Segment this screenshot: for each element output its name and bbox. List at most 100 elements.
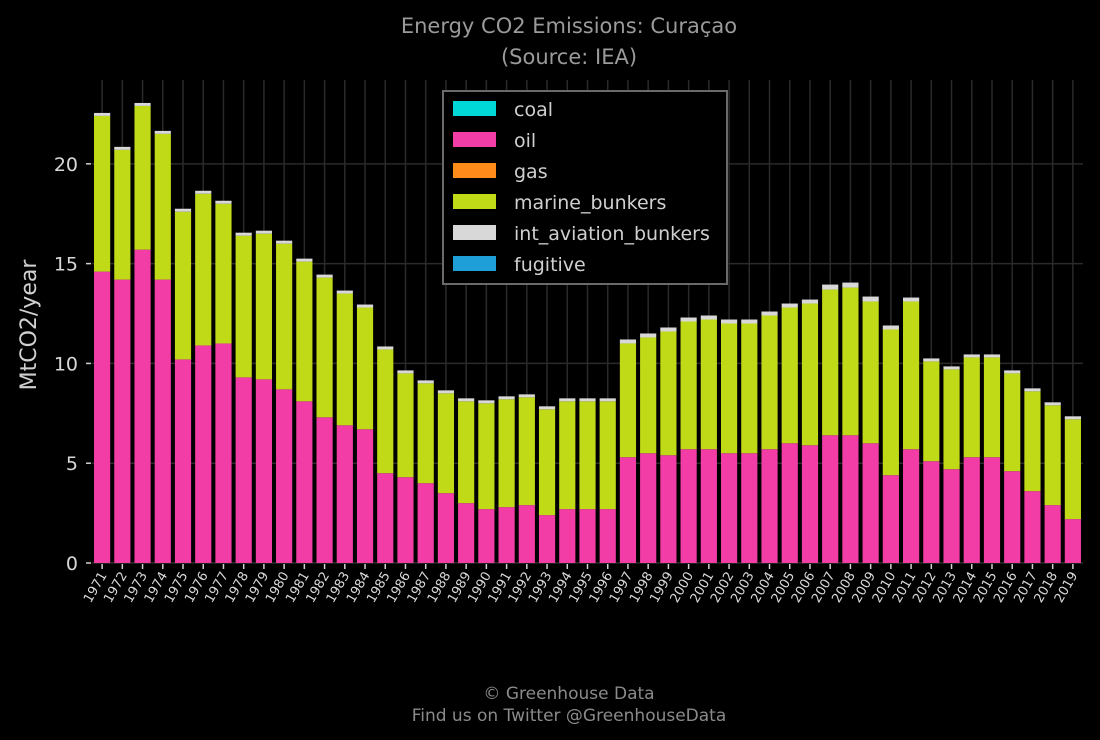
bar-oil-1974	[154, 279, 171, 563]
bar-int_aviation_bunkers-2009	[862, 296, 879, 302]
bar-marine_bunkers-2011	[903, 301, 920, 450]
bar-marine_bunkers-1977	[215, 203, 232, 344]
chart-subtitle: (Source: IEA)	[501, 45, 637, 69]
bar-marine_bunkers-1981	[296, 261, 313, 402]
bar-int_aviation_bunkers-2008	[842, 282, 859, 288]
bar-int_aviation_bunkers-2003	[741, 319, 758, 324]
bar-marine_bunkers-1982	[316, 277, 333, 418]
bar-oil-2005	[781, 443, 798, 563]
legend-label-gas: gas	[514, 161, 548, 183]
bar-int_aviation_bunkers-2002	[720, 319, 738, 324]
bar-int_aviation_bunkers-2012	[923, 358, 940, 362]
bar-marine_bunkers-2017	[1024, 391, 1041, 492]
bar-oil-1987	[417, 483, 434, 563]
bar-oil-1989	[458, 503, 475, 563]
bar-marine_bunkers-2003	[741, 323, 758, 454]
bar-oil-2010	[882, 475, 899, 563]
legend-label-int_aviation_bunkers: int_aviation_bunkers	[514, 223, 710, 245]
y-axis-label: MtCO2/year	[17, 259, 42, 391]
bar-int_aviation_bunkers-2016	[1004, 370, 1021, 374]
bar-marine_bunkers-1996	[599, 401, 616, 510]
bar-marine_bunkers-2001	[700, 319, 717, 450]
bar-marine_bunkers-1991	[498, 399, 515, 508]
bar-marine_bunkers-2006	[801, 303, 819, 446]
bar-int_aviation_bunkers-1984	[356, 304, 374, 308]
bar-int_aviation_bunkers-1996	[599, 398, 616, 402]
y-tick-label: 0	[66, 553, 78, 575]
bar-marine_bunkers-1974	[154, 133, 171, 280]
bar-marine_bunkers-1987	[417, 383, 434, 484]
bar-oil-2003	[741, 453, 758, 563]
bar-marine_bunkers-1992	[518, 397, 535, 506]
bar-oil-2019	[1064, 519, 1081, 563]
bar-marine_bunkers-1989	[458, 401, 475, 504]
bar-int_aviation_bunkers-2004	[761, 311, 778, 316]
bar-oil-1984	[356, 429, 374, 563]
bar-oil-1995	[579, 509, 596, 563]
bar-marine_bunkers-2014	[963, 357, 980, 458]
bar-oil-2018	[1044, 505, 1061, 563]
bar-oil-2016	[1004, 471, 1021, 563]
bar-oil-1979	[255, 379, 272, 563]
bar-oil-1993	[538, 515, 556, 563]
legend: coal oil gas marine_bunkers int_aviation_bun…	[442, 90, 728, 285]
bar-int_aviation_bunkers-1978	[235, 232, 252, 236]
bar-int_aviation_bunkers-1977	[215, 200, 232, 204]
bar-marine_bunkers-1978	[235, 235, 252, 378]
y-axis: 0 5 10 15 20	[54, 154, 91, 575]
bar-int_aviation_bunkers-1975	[174, 208, 192, 212]
footer-copyright: © Greenhouse Data	[483, 684, 654, 704]
bar-marine_bunkers-1975	[174, 211, 192, 360]
bar-int_aviation_bunkers-1985	[377, 346, 394, 350]
bar-int_aviation_bunkers-1980	[276, 240, 293, 244]
bar-oil-1981	[296, 401, 313, 563]
bar-oil-2015	[983, 457, 1001, 563]
bar-marine_bunkers-1971	[94, 115, 111, 272]
bar-oil-1975	[174, 359, 192, 563]
bar-marine_bunkers-1993	[538, 409, 556, 516]
bar-int_aviation_bunkers-2006	[801, 299, 819, 304]
bars	[94, 102, 1081, 564]
bar-marine_bunkers-2000	[680, 321, 697, 450]
chart-title: Energy CO2 Emissions: Curaçao	[401, 14, 737, 38]
bar-int_aviation_bunkers-1992	[518, 394, 535, 398]
bar-oil-1998	[640, 453, 657, 563]
bar-marine_bunkers-2018	[1044, 405, 1061, 506]
bar-oil-1990	[478, 509, 495, 563]
bar-marine_bunkers-1976	[195, 193, 212, 346]
bar-int_aviation_bunkers-1990	[478, 400, 495, 404]
bar-marine_bunkers-1985	[377, 349, 394, 474]
bar-int_aviation_bunkers-2000	[680, 317, 697, 322]
bar-int_aviation_bunkers-2011	[903, 297, 920, 302]
bar-int_aviation_bunkers-1972	[114, 146, 131, 150]
y-tick-label: 5	[66, 453, 78, 475]
bar-int_aviation_bunkers-1979	[255, 230, 272, 234]
bar-marine_bunkers-1980	[276, 243, 293, 390]
bar-int_aviation_bunkers-2010	[882, 325, 899, 330]
legend-label-coal: coal	[514, 99, 553, 121]
bar-oil-2012	[923, 461, 940, 563]
bar-int_aviation_bunkers-1994	[559, 398, 576, 402]
bar-oil-1985	[377, 473, 394, 563]
legend-label-marine_bunkers: marine_bunkers	[514, 192, 666, 214]
bar-oil-1991	[498, 507, 515, 563]
bar-int_aviation_bunkers-1993	[538, 406, 556, 410]
legend-swatch-oil	[453, 132, 496, 147]
bar-int_aviation_bunkers-1989	[458, 398, 475, 402]
bar-marine_bunkers-1994	[559, 401, 576, 510]
bar-marine_bunkers-1988	[437, 393, 455, 494]
bar-int_aviation_bunkers-1998	[640, 333, 657, 338]
bar-marine_bunkers-1984	[356, 307, 374, 430]
bar-oil-1988	[437, 493, 455, 563]
bar-oil-2002	[720, 453, 738, 563]
bar-oil-1978	[235, 377, 252, 563]
bar-int_aviation_bunkers-2017	[1024, 388, 1041, 392]
bar-int_aviation_bunkers-2001	[700, 315, 717, 320]
bar-marine_bunkers-2009	[862, 301, 879, 444]
bar-marine_bunkers-1979	[255, 233, 272, 380]
bar-int_aviation_bunkers-2019	[1064, 416, 1081, 420]
bar-oil-1972	[114, 279, 131, 563]
footer-twitter: Find us on Twitter @GreenhouseData	[412, 706, 727, 726]
bar-oil-2017	[1024, 491, 1041, 563]
legend-swatch-int_aviation_bunkers	[453, 225, 496, 240]
